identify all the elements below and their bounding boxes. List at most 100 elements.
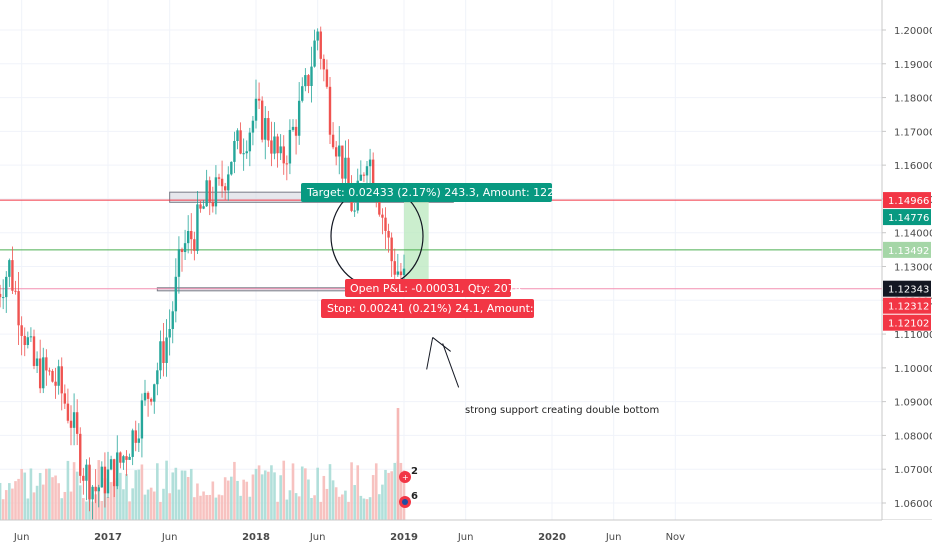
volume-bar-1 [0, 482, 2, 520]
event-badge-1-icon [399, 471, 411, 483]
volume-bar-87 [263, 470, 267, 520]
candle-38 [112, 458, 116, 498]
volume-bar-27 [78, 485, 82, 520]
candle-4 [8, 258, 11, 287]
volume-bar-85 [257, 465, 261, 520]
event-badge-1[interactable]: + 2 [399, 466, 418, 483]
candle-3 [5, 271, 8, 313]
target-order[interactable]: Target: 0.02433 (2.17%) 243.3, Amount: 1… [301, 183, 572, 202]
x-tick-9: Nov [666, 532, 686, 543]
arrow-stroke-1[interactable] [426, 337, 434, 370]
volume-bar-127 [387, 472, 390, 520]
event-badge-2[interactable]: 6 [399, 491, 418, 508]
x-tick-5: 2019 [390, 532, 418, 543]
candle-1 [0, 284, 2, 308]
arrow-stroke-3[interactable] [442, 343, 460, 388]
volume-bar-73 [220, 495, 224, 520]
volume-bar-59 [177, 489, 181, 520]
volume-bar-18 [51, 477, 54, 520]
volume-bar-131 [399, 462, 403, 520]
volume-bar-74 [223, 477, 227, 520]
volume-bar-114 [347, 501, 350, 520]
candle-73 [220, 160, 224, 198]
x-tick-1: 2017 [94, 532, 122, 543]
candle-6 [14, 280, 17, 295]
candle-22 [63, 384, 67, 409]
svg-text:1.12102: 1.12102 [888, 319, 929, 330]
volume-bar-129 [393, 462, 397, 520]
x-tick-3: 2018 [242, 532, 270, 543]
target-box[interactable] [404, 195, 429, 291]
candle-99 [301, 77, 304, 103]
axis-corner [882, 520, 932, 550]
y-axis-ticks[interactable]: 1.200001.190001.180001.170001.160001.150… [882, 26, 932, 510]
open-pl-order[interactable]: Open P&L: -0.00031, Qty: 2074 [345, 279, 522, 297]
candle-131 [399, 262, 403, 280]
volume-bar-56 [168, 493, 171, 520]
y-tick-11: 1.09000 [894, 398, 932, 409]
volume-bar-32 [94, 494, 97, 520]
volume-bar-109 [331, 480, 335, 520]
candle-91 [276, 133, 279, 168]
candle-110 [334, 141, 338, 166]
volume-bar-39 [115, 478, 119, 520]
candle-86 [260, 96, 264, 143]
event-badge-2-count: 6 [411, 491, 418, 502]
volume-bar-66 [199, 495, 202, 520]
x-axis-ticks[interactable]: Jun 2017 Jun 2018 Jun 2019 Jun 2020 Jun Nov [13, 532, 685, 543]
volume-bar-14 [38, 472, 42, 520]
volume-bar-106 [322, 475, 326, 520]
volume-bar-110 [334, 487, 338, 520]
candle-7 [17, 272, 20, 345]
volume-bar-52 [156, 463, 159, 520]
candle-23 [66, 388, 70, 424]
candle-60 [180, 247, 184, 272]
candle-100 [304, 68, 307, 92]
price-tag-4: 1.12312 [883, 297, 931, 314]
arrow-stroke-2[interactable] [432, 337, 451, 352]
candle-93 [282, 135, 285, 175]
candle-29 [85, 459, 88, 501]
candle-130 [396, 253, 400, 277]
volume-bar-118 [359, 495, 363, 520]
volume-bar-61 [183, 470, 187, 520]
candle-85 [257, 82, 261, 109]
volume-bar-70 [211, 481, 215, 520]
stop-order-label: Stop: 0.00241 (0.21%) 24.1, Amount: 67 [327, 302, 551, 315]
plot-background [0, 0, 882, 520]
volume-bar-96 [291, 463, 295, 520]
volume-bar-57 [171, 472, 175, 520]
volume-bar-98 [297, 496, 301, 520]
y-tick-0: 1.20000 [894, 26, 932, 37]
volume-bar-83 [251, 474, 255, 520]
price-tag-1: 1.14776 [883, 209, 931, 226]
candle-8 [20, 316, 23, 356]
candle-44 [131, 428, 134, 466]
volume-bar-12 [32, 492, 36, 520]
candle-79 [239, 122, 242, 155]
volume-bar-64 [193, 497, 196, 520]
candle-33 [97, 484, 100, 508]
volume-bar-120 [365, 499, 369, 520]
volume-bar-34 [100, 501, 104, 520]
stop-order[interactable]: Stop: 0.00241 (0.21%) 24.1, Amount: 67 [321, 299, 551, 318]
volume-bar-90 [273, 472, 276, 520]
target-order-label: Target: 0.02433 (2.17%) 243.3, Amount: 1… [306, 186, 572, 199]
candle-84 [254, 79, 258, 129]
candle-65 [196, 191, 199, 255]
volume-bar-43 [128, 501, 131, 520]
volume-bar-4 [8, 483, 11, 520]
candle-59 [177, 236, 181, 294]
volume-bar-65 [196, 483, 199, 520]
open-pl-order-bg [345, 279, 511, 297]
volume-bar-68 [205, 495, 208, 520]
volume-bar-72 [217, 494, 221, 520]
annotation-note[interactable]: strong support creating double bottom [465, 405, 659, 416]
volume-bar-16 [45, 468, 48, 520]
volume-bar-80 [242, 479, 245, 520]
svg-text:1.14966: 1.14966 [888, 196, 929, 207]
candle-75 [227, 166, 230, 201]
candle-37 [109, 455, 113, 471]
candle-96 [291, 119, 295, 132]
